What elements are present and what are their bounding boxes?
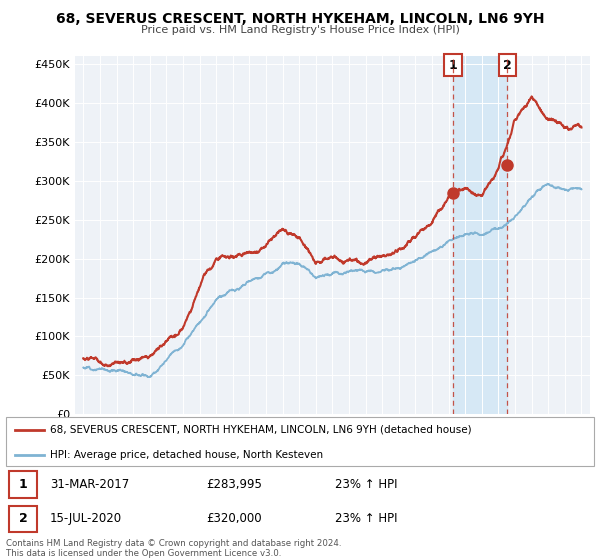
Text: 31-MAR-2017: 31-MAR-2017 — [50, 478, 130, 491]
Text: 1: 1 — [448, 59, 457, 72]
Text: 23% ↑ HPI: 23% ↑ HPI — [335, 512, 398, 525]
FancyBboxPatch shape — [9, 472, 37, 498]
Text: £320,000: £320,000 — [206, 512, 262, 525]
Text: This data is licensed under the Open Government Licence v3.0.: This data is licensed under the Open Gov… — [6, 549, 281, 558]
Bar — [453, 56, 508, 414]
Text: 1: 1 — [19, 478, 28, 491]
FancyBboxPatch shape — [9, 506, 37, 532]
Text: 68, SEVERUS CRESCENT, NORTH HYKEHAM, LINCOLN, LN6 9YH (detached house): 68, SEVERUS CRESCENT, NORTH HYKEHAM, LIN… — [50, 425, 472, 435]
Text: £283,995: £283,995 — [206, 478, 262, 491]
Text: 15-JUL-2020: 15-JUL-2020 — [50, 512, 122, 525]
Text: HPI: Average price, detached house, North Kesteven: HPI: Average price, detached house, Nort… — [50, 450, 323, 460]
Text: Price paid vs. HM Land Registry's House Price Index (HPI): Price paid vs. HM Land Registry's House … — [140, 25, 460, 35]
Text: Contains HM Land Registry data © Crown copyright and database right 2024.: Contains HM Land Registry data © Crown c… — [6, 539, 341, 548]
FancyBboxPatch shape — [6, 417, 594, 466]
Text: 68, SEVERUS CRESCENT, NORTH HYKEHAM, LINCOLN, LN6 9YH: 68, SEVERUS CRESCENT, NORTH HYKEHAM, LIN… — [56, 12, 544, 26]
Text: 23% ↑ HPI: 23% ↑ HPI — [335, 478, 398, 491]
Text: 2: 2 — [19, 512, 28, 525]
Text: 2: 2 — [503, 59, 512, 72]
